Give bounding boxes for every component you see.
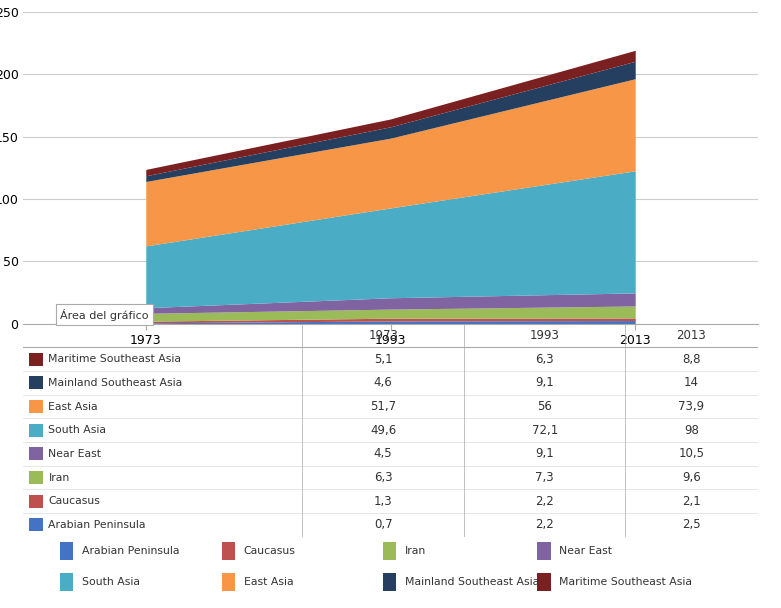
Text: Arabian Peninsula: Arabian Peninsula xyxy=(48,520,146,530)
Bar xyxy=(537,542,551,560)
Text: 98: 98 xyxy=(684,424,699,437)
Text: Arabian Peninsula: Arabian Peninsula xyxy=(82,546,180,556)
Text: 2,5: 2,5 xyxy=(682,519,701,531)
Text: South Asia: South Asia xyxy=(48,425,106,435)
Text: 2,1: 2,1 xyxy=(682,495,701,508)
Text: 56: 56 xyxy=(537,400,552,413)
Text: 4,6: 4,6 xyxy=(374,376,393,389)
Text: 14: 14 xyxy=(684,376,699,389)
Bar xyxy=(30,447,42,460)
Text: East Asia: East Asia xyxy=(48,401,98,412)
Text: Área del gráfico: Área del gráfico xyxy=(60,309,148,320)
Text: 73,9: 73,9 xyxy=(679,400,704,413)
Bar xyxy=(537,573,551,590)
Text: Mainland Southeast Asia: Mainland Southeast Asia xyxy=(405,576,540,587)
Text: 1993: 1993 xyxy=(530,329,560,342)
Text: 1973: 1973 xyxy=(368,329,398,342)
Bar xyxy=(30,400,42,413)
Bar xyxy=(30,353,42,365)
Bar xyxy=(222,573,235,590)
Bar xyxy=(30,519,42,531)
Text: Near East: Near East xyxy=(559,546,612,556)
Bar xyxy=(30,376,42,389)
Text: 6,3: 6,3 xyxy=(374,471,393,484)
Text: 4,5: 4,5 xyxy=(374,447,393,460)
Bar xyxy=(30,495,42,508)
Text: 9,6: 9,6 xyxy=(682,471,701,484)
Text: Iran: Iran xyxy=(405,546,426,556)
Text: 7,3: 7,3 xyxy=(535,471,554,484)
Text: 9,1: 9,1 xyxy=(535,447,554,460)
Bar xyxy=(222,542,235,560)
Text: Iran: Iran xyxy=(48,472,70,483)
Text: Near East: Near East xyxy=(48,449,102,459)
Text: 9,1: 9,1 xyxy=(535,376,554,389)
Text: 8,8: 8,8 xyxy=(683,353,701,365)
Bar xyxy=(60,573,73,590)
Text: 1,3: 1,3 xyxy=(374,495,393,508)
Text: Caucasus: Caucasus xyxy=(48,496,100,506)
Text: Maritime Southeast Asia: Maritime Southeast Asia xyxy=(48,354,181,364)
Text: South Asia: South Asia xyxy=(82,576,140,587)
Text: Mainland Southeast Asia: Mainland Southeast Asia xyxy=(48,378,183,388)
Text: 51,7: 51,7 xyxy=(370,400,396,413)
Text: 10,5: 10,5 xyxy=(679,447,704,460)
Text: 5,1: 5,1 xyxy=(374,353,393,365)
Bar xyxy=(30,471,42,484)
Bar xyxy=(30,424,42,437)
Bar xyxy=(383,542,397,560)
Text: 0,7: 0,7 xyxy=(374,519,393,531)
Text: 2013: 2013 xyxy=(676,329,706,342)
Text: East Asia: East Asia xyxy=(244,576,294,587)
Bar xyxy=(383,573,397,590)
Text: 72,1: 72,1 xyxy=(532,424,558,437)
Text: 2,2: 2,2 xyxy=(535,495,554,508)
Text: 6,3: 6,3 xyxy=(535,353,554,365)
Text: Caucasus: Caucasus xyxy=(244,546,295,556)
Text: 49,6: 49,6 xyxy=(370,424,396,437)
Text: 2,2: 2,2 xyxy=(535,519,554,531)
Bar xyxy=(60,542,73,560)
Text: Maritime Southeast Asia: Maritime Southeast Asia xyxy=(559,576,692,587)
